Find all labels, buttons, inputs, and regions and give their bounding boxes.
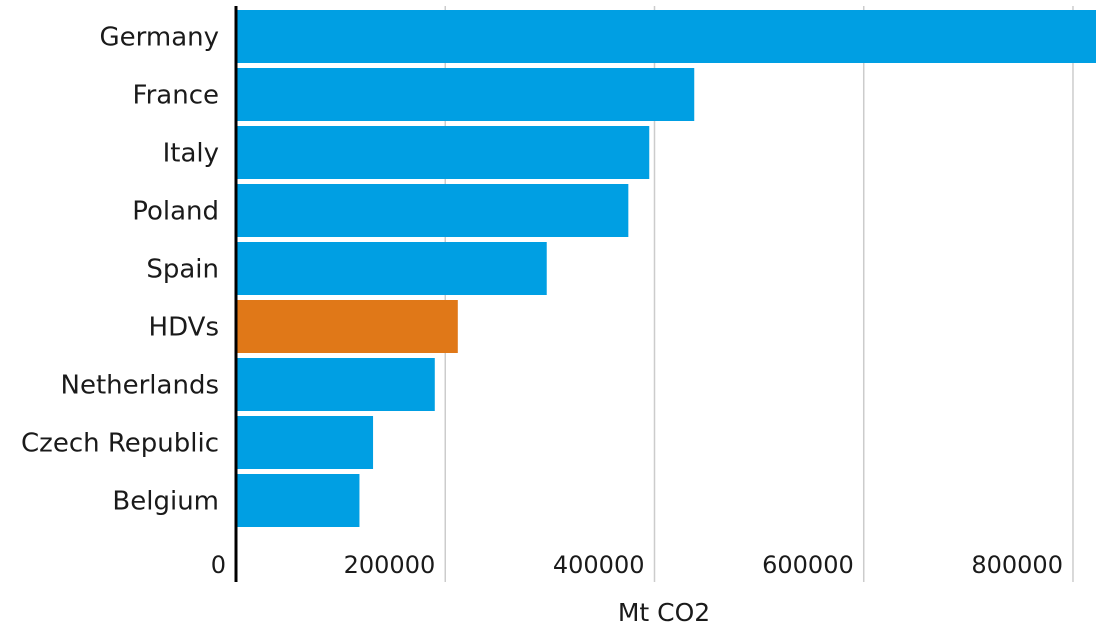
category-label: Netherlands — [61, 371, 220, 401]
category-label: Germany — [99, 23, 219, 53]
bar-france — [236, 68, 695, 121]
bar-netherlands — [236, 358, 435, 411]
x-tick-label: 800000 — [971, 551, 1063, 579]
x-tick-label: 0 — [211, 551, 226, 579]
x-tick-label: 600000 — [762, 551, 854, 579]
bar-poland — [236, 184, 629, 237]
x-tick-label: 400000 — [553, 551, 645, 579]
bar-italy — [236, 126, 650, 179]
category-label: France — [133, 81, 219, 111]
x-tick-label: 200000 — [344, 551, 436, 579]
category-label: Spain — [146, 255, 219, 285]
x-axis-title: Mt CO2 — [618, 598, 710, 627]
bar-spain — [236, 242, 547, 295]
bars — [236, 10, 1096, 527]
category-label: Poland — [132, 197, 219, 227]
bar-belgium — [236, 474, 360, 527]
category-label: Czech Republic — [21, 429, 219, 459]
bar-germany — [236, 10, 1096, 63]
category-label: HDVs — [149, 313, 219, 343]
category-label: Italy — [163, 139, 219, 169]
bar-czech-republic — [236, 416, 374, 469]
bar-hdvs — [236, 300, 458, 353]
category-label: Belgium — [112, 487, 219, 517]
category-labels: Germany France Italy Poland Spain HDVs Netherl… — [21, 23, 219, 517]
x-tick-labels: 0 200000 400000 600000 800000 — [211, 551, 1063, 579]
